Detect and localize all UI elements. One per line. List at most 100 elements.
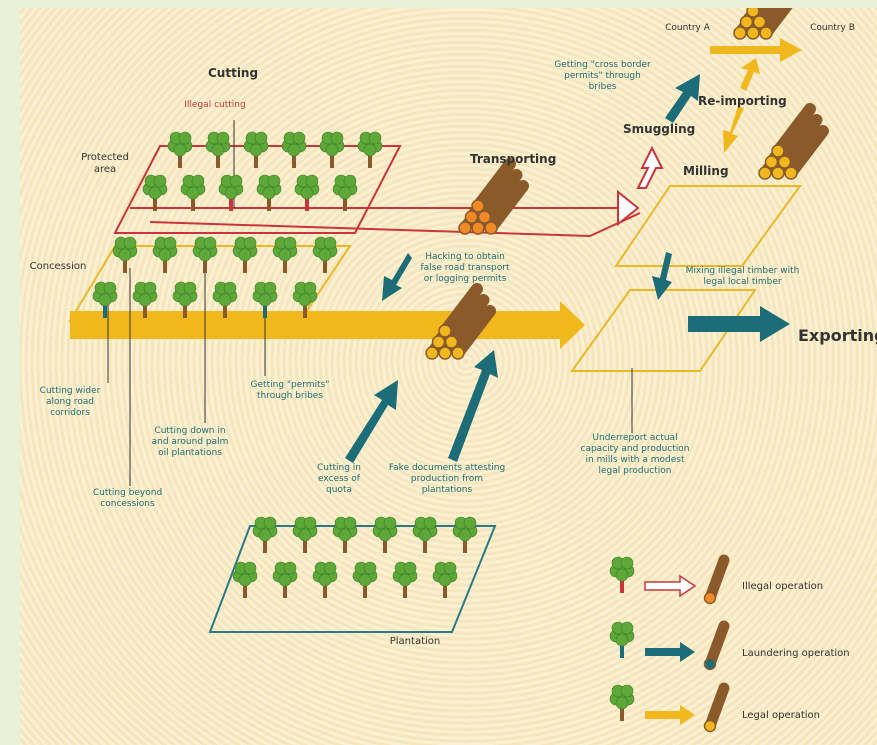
- leaf: [284, 562, 296, 574]
- leaf: [279, 574, 291, 586]
- log-end: [760, 27, 772, 39]
- leaf: [293, 132, 305, 144]
- leaf: [264, 517, 276, 529]
- leaf: [384, 517, 396, 529]
- label: Country A: [665, 22, 710, 34]
- tree: [244, 132, 268, 168]
- label: Getting "cross border permits" through b…: [550, 60, 655, 93]
- tree: [293, 517, 317, 553]
- legend-illegal-arrow: [645, 576, 695, 596]
- leaf: [184, 282, 196, 294]
- log-end: [426, 347, 438, 359]
- smuggling-arrow: [638, 148, 662, 188]
- log-end: [705, 593, 716, 604]
- tree: [610, 685, 634, 721]
- leaf: [264, 282, 276, 294]
- legend-label: Legal operation: [742, 710, 862, 722]
- tree: [153, 237, 177, 273]
- tree: [257, 175, 281, 211]
- legend-laundering-arrow: [645, 642, 695, 662]
- log-end: [485, 222, 497, 234]
- leaf: [239, 249, 251, 261]
- label: Mixing illegal timber with legal local t…: [680, 266, 805, 288]
- leaf: [304, 517, 316, 529]
- label: Cutting wider along road corridors: [35, 386, 105, 419]
- leaf: [404, 562, 416, 574]
- label: Re-importing: [698, 94, 787, 108]
- leaf: [219, 294, 231, 306]
- leaf: [444, 562, 456, 574]
- tree: [295, 175, 319, 211]
- tree: [433, 562, 457, 598]
- leaf: [621, 557, 633, 569]
- label: Concession: [28, 261, 88, 273]
- log-end: [439, 347, 451, 359]
- leaf: [344, 175, 356, 187]
- leaf: [224, 282, 236, 294]
- legend-label: Laundering operation: [742, 648, 872, 660]
- leaf: [104, 282, 116, 294]
- tree: [333, 517, 357, 553]
- leaf: [164, 237, 176, 249]
- leaf: [217, 132, 229, 144]
- leaf: [339, 529, 351, 541]
- leaf: [369, 132, 381, 144]
- tree: [233, 562, 257, 598]
- label: Plantation: [375, 636, 455, 648]
- tree: [313, 237, 337, 273]
- label: Exporting: [798, 326, 877, 345]
- log-end: [472, 200, 484, 212]
- tree: [373, 517, 397, 553]
- legend-log: [705, 688, 725, 732]
- leaf: [99, 294, 111, 306]
- label: Protected area: [75, 152, 135, 176]
- log-bundle: [759, 109, 823, 179]
- tree: [358, 132, 382, 168]
- log-end: [741, 16, 753, 28]
- leaf: [616, 697, 628, 709]
- tree: [233, 237, 257, 273]
- tree: [143, 175, 167, 211]
- leaf: [239, 574, 251, 586]
- leaf: [268, 175, 280, 187]
- leaf: [124, 237, 136, 249]
- leaf: [319, 249, 331, 261]
- leaf: [288, 144, 300, 156]
- log-end: [705, 659, 716, 670]
- tree: [282, 132, 306, 168]
- log-end: [747, 27, 759, 39]
- leaf: [284, 237, 296, 249]
- leaf: [244, 237, 256, 249]
- tree: [168, 132, 192, 168]
- leaf: [344, 517, 356, 529]
- leaf: [616, 569, 628, 581]
- leaf: [339, 187, 351, 199]
- log-end: [759, 167, 771, 179]
- leaf: [230, 175, 242, 187]
- tree: [393, 562, 417, 598]
- leaf: [364, 562, 376, 574]
- legend-log: [705, 560, 725, 604]
- tree: [273, 562, 297, 598]
- leaf: [299, 294, 311, 306]
- leaf: [119, 249, 131, 261]
- log-end: [466, 211, 478, 223]
- leaf: [255, 132, 267, 144]
- log-bundle: [734, 8, 798, 39]
- log-end: [452, 347, 464, 359]
- leaf: [306, 175, 318, 187]
- page: {"labels": { "cutting": "Cutting", "ille…: [0, 0, 877, 745]
- leaf: [299, 529, 311, 541]
- log-end: [754, 16, 766, 28]
- leaf: [326, 144, 338, 156]
- label: Cutting down in and around palm oil plan…: [145, 426, 235, 459]
- tree: [219, 175, 243, 211]
- legend-log: [705, 626, 725, 670]
- leaf: [359, 574, 371, 586]
- log-end: [772, 167, 784, 179]
- leaf: [139, 294, 151, 306]
- leaf: [159, 249, 171, 261]
- leaf: [187, 187, 199, 199]
- leaf: [259, 529, 271, 541]
- leaf: [319, 574, 331, 586]
